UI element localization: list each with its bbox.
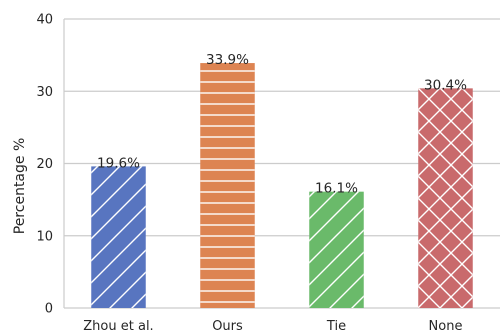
y-tick-labels: 0 10 20 30 40 xyxy=(36,13,53,317)
bar-value-label: 30.4% xyxy=(424,77,467,93)
bar-hatch xyxy=(309,191,364,308)
y-tick-label: 40 xyxy=(36,13,53,28)
x-tick-label: Zhou et al. xyxy=(83,319,153,334)
x-tick-label: None xyxy=(429,319,463,334)
bar-hatch xyxy=(91,166,146,308)
bar-value-labels: 19.6% 33.9% 16.1% 30.4% xyxy=(97,52,467,197)
bar-value-label: 33.9% xyxy=(206,52,249,68)
bars xyxy=(91,63,473,309)
bar-value-label: 16.1% xyxy=(315,181,358,197)
y-axis-label: Percentage % xyxy=(12,138,28,235)
x-tick-label: Tie xyxy=(326,319,346,334)
y-tick-label: 0 xyxy=(45,302,53,317)
bar-value-label: 19.6% xyxy=(97,155,140,171)
y-tick-label: 30 xyxy=(36,85,53,100)
y-tick-label: 20 xyxy=(36,157,53,172)
y-tick-label: 10 xyxy=(36,229,53,244)
x-tick-labels: Zhou et al. Ours Tie None xyxy=(83,319,462,334)
bar-hatch xyxy=(418,88,473,308)
bar-hatch xyxy=(200,63,255,309)
x-tick-label: Ours xyxy=(212,319,243,334)
